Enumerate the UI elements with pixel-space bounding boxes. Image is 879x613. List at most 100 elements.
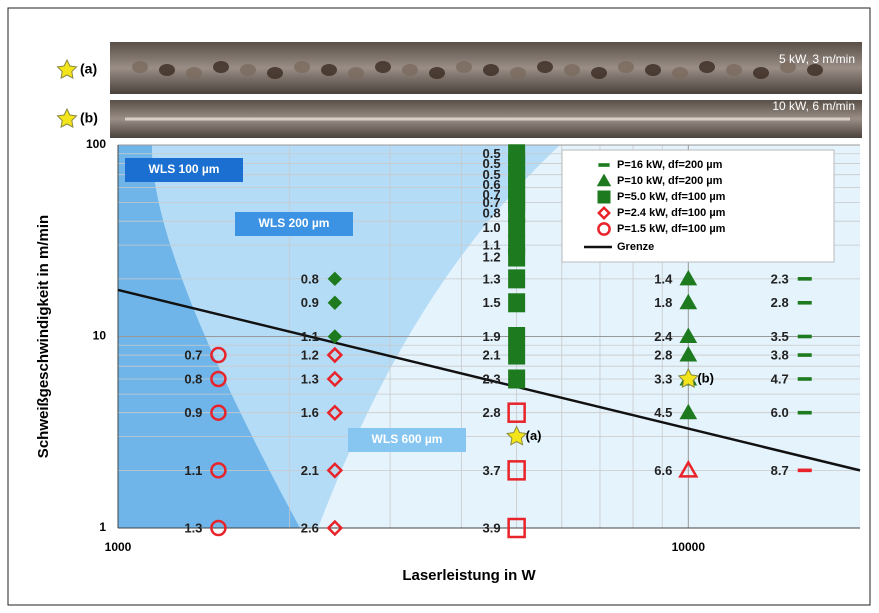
photo-spot (483, 64, 499, 76)
point-label: 0.8 (483, 206, 501, 221)
point-square (508, 218, 526, 238)
region-label-box (348, 428, 466, 452)
photo-spot (699, 61, 715, 73)
point-label: 0.7 (483, 195, 501, 210)
point-label: 2.1 (301, 463, 319, 478)
photo-spot (753, 67, 769, 79)
region-label-box (125, 158, 243, 182)
point-square (507, 460, 526, 481)
point-dash (797, 377, 812, 381)
point-label: 3.5 (771, 329, 789, 344)
limit-line (117, 288, 861, 472)
point-label: 0.7 (184, 347, 202, 362)
point-diamond (326, 370, 344, 388)
point-label: 1.9 (483, 329, 501, 344)
photo-spot (807, 64, 823, 76)
star-marker (677, 367, 699, 389)
point-label: 2.8 (483, 405, 501, 420)
point-label: 0.5 (483, 146, 501, 161)
point-diamond (326, 404, 344, 421)
point-tag: (a) (526, 428, 542, 443)
photo-spot (429, 67, 445, 79)
point-label: 2.8 (771, 295, 789, 310)
photo-caption: 5 kW, 3 m/min (779, 52, 855, 66)
photo-spot (564, 64, 580, 76)
photo-spot (348, 67, 364, 79)
point-diamond (327, 295, 343, 310)
point-diamond (326, 519, 344, 537)
photo-tag: (a) (80, 61, 97, 77)
point-square (508, 327, 526, 346)
point-label: 1.3 (483, 271, 501, 286)
point-square (508, 293, 526, 313)
photo-spot (213, 61, 229, 73)
point-dash (797, 334, 812, 339)
point-label: 0.9 (184, 405, 202, 420)
photo-spot (375, 61, 391, 73)
photo-spot (294, 61, 310, 73)
region-label: WLS 600 µm (372, 432, 443, 446)
region-label-box (235, 212, 353, 236)
x-tick-label: 1000 (105, 540, 132, 554)
region-100 (118, 145, 300, 528)
point-label: 0.5 (483, 156, 501, 171)
star-marker (56, 58, 78, 80)
photo-spot (159, 64, 175, 76)
point-diamond (597, 206, 611, 220)
x-axis-title: Laserleistung in W (402, 567, 536, 584)
point-square (508, 269, 526, 289)
point-label: 2.3 (771, 271, 789, 286)
point-label: 4.5 (654, 405, 672, 420)
point-label: 1.1 (184, 463, 202, 478)
point-square (597, 190, 611, 204)
point-label: 1.2 (301, 347, 319, 362)
photo-spot (321, 64, 337, 76)
y-axis-title: Schweißgeschwindigkeit in m/min (35, 215, 52, 458)
point-circle (210, 404, 227, 421)
point-label: 1.0 (483, 220, 501, 235)
point-diamond (327, 329, 343, 344)
point-label: 2.8 (654, 347, 672, 362)
point-label: 6.6 (654, 463, 672, 478)
point-label: 3.8 (771, 347, 789, 362)
photo-texture (125, 61, 850, 121)
photo-spot (240, 64, 256, 76)
point-dash (797, 277, 812, 281)
point-label: 0.6 (483, 177, 501, 192)
point-circle (597, 222, 611, 236)
point-label: 0.5 (483, 167, 501, 182)
star-marker (56, 107, 78, 129)
legend-label: Grenze (617, 241, 654, 253)
region-label: WLS 100 µm (149, 162, 220, 176)
point-label: 3.9 (483, 520, 501, 535)
point-label: 6.0 (771, 405, 789, 420)
point-square (507, 402, 526, 423)
legend-box (561, 149, 835, 263)
point-dash (797, 300, 812, 305)
point-triangle (679, 346, 698, 362)
point-circle (210, 462, 227, 479)
point-label: 1.1 (483, 238, 501, 253)
point-dash (598, 163, 610, 167)
photo-caption: 10 kW, 6 m/min (772, 99, 855, 113)
point-tag: (b) (697, 370, 714, 385)
legend-label: P=10 kW, df=200 µm (617, 175, 723, 187)
point-label: 1.3 (301, 371, 319, 386)
point-triangle (679, 269, 698, 286)
point-label: 2.6 (301, 520, 319, 535)
point-square (508, 247, 526, 267)
point-label: 1.4 (654, 271, 673, 286)
point-label: 2.3 (483, 371, 501, 386)
point-circle (210, 346, 227, 364)
point-square (507, 517, 526, 539)
photo-spot (510, 67, 526, 79)
point-label: 0.8 (184, 371, 202, 386)
photo-tag: (b) (80, 110, 98, 126)
point-circle (210, 370, 227, 388)
photo-spot (591, 67, 607, 79)
point-label: 4.7 (771, 371, 789, 386)
legend-label: P=5.0 kW, df=100 µm (617, 191, 726, 203)
photo-spot (726, 64, 742, 76)
